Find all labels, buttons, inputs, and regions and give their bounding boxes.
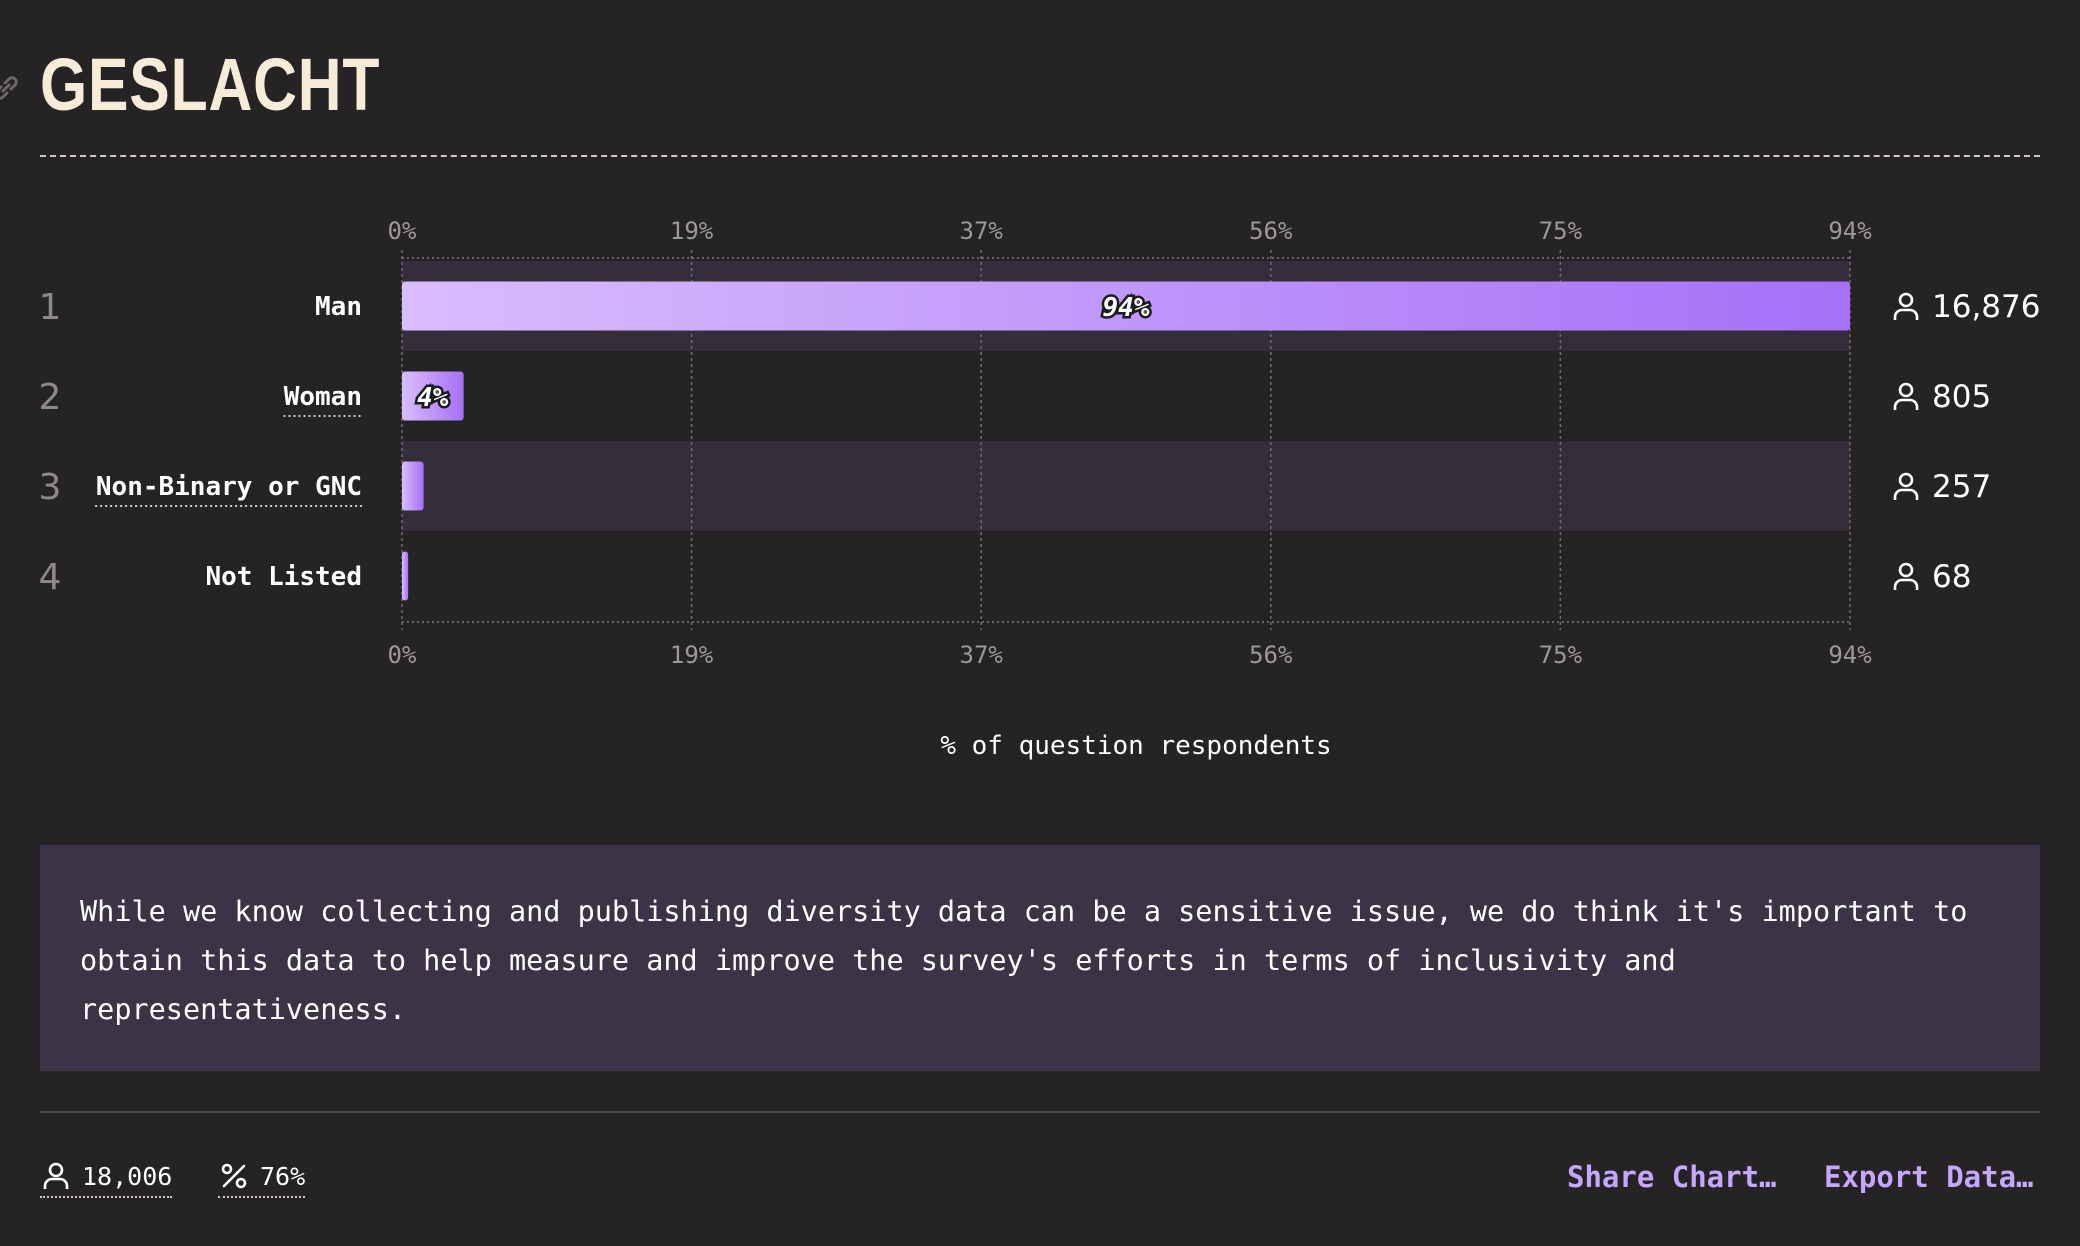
row-band <box>402 441 1850 531</box>
rank-label: 1 <box>39 287 62 328</box>
link-icon[interactable] <box>0 72 22 104</box>
count-labels: 16,876 805 257 68 <box>1895 289 2040 595</box>
footer-divider <box>40 1111 2040 1113</box>
category-label: Woman <box>284 382 362 412</box>
x-tick-label-bottom: 75% <box>1539 641 1583 669</box>
bar-value-label: 4% <box>417 383 449 413</box>
x-tick-label-bottom: 19% <box>670 641 714 669</box>
completion-stat[interactable]: 76% <box>218 1160 305 1198</box>
respondents-count: 18,006 <box>82 1162 172 1191</box>
respondents-stat[interactable]: 18,006 <box>40 1160 172 1198</box>
x-tick-label-bottom: 37% <box>960 641 1004 669</box>
x-axis-bottom: 0% 19% 37% 56% 75% 94% <box>388 641 1873 669</box>
x-tick-label-top: 56% <box>1249 217 1293 245</box>
user-icon <box>1895 294 1917 320</box>
title-divider <box>40 155 2040 157</box>
bar-value-label: 94% <box>1103 293 1150 323</box>
x-axis-title: % of question respondents <box>940 731 1331 761</box>
bar-chart: 0% 19% 37% 56% 75% 94% 0% 19% 37% 56% 75% 94% 94% 4… <box>0 200 2080 780</box>
rank-label: 4 <box>39 557 62 598</box>
user-icon-body <box>1895 580 1917 590</box>
description-note: While we know collecting and publishing … <box>40 845 2040 1071</box>
respondent-count: 257 <box>1932 469 1991 505</box>
completion-value: 76% <box>260 1162 305 1191</box>
x-tick-label-top: 75% <box>1539 217 1583 245</box>
export-data-button[interactable]: Export Data… <box>1824 1160 2034 1194</box>
user-icon <box>1895 564 1917 590</box>
bar <box>402 552 408 601</box>
respondent-count: 805 <box>1932 379 1991 415</box>
category-label: Man <box>315 292 362 322</box>
rank-label: 3 <box>39 467 62 508</box>
x-tick-label-bottom: 94% <box>1828 641 1872 669</box>
percent-icon <box>218 1160 250 1192</box>
user-icon <box>1895 474 1917 500</box>
user-icon-head <box>1900 474 1912 486</box>
bar <box>402 462 424 511</box>
share-chart-button[interactable]: Share Chart… <box>1567 1160 1777 1194</box>
x-tick-label-top: 19% <box>670 217 714 245</box>
user-icon-body <box>1895 310 1917 320</box>
user-icon <box>40 1160 72 1192</box>
user-icon-head <box>1900 564 1912 576</box>
user-icon-head <box>1900 384 1912 396</box>
category-label: Not Listed <box>205 562 362 592</box>
user-icon <box>1895 384 1917 410</box>
respondent-count: 16,876 <box>1932 289 2040 325</box>
user-icon-head <box>1900 294 1912 306</box>
category-label: Non-Binary or GNC <box>96 472 362 502</box>
x-axis-top: 0% 19% 37% 56% 75% 94% <box>388 217 1873 245</box>
x-tick-label-top: 94% <box>1828 217 1872 245</box>
page-title: GESLACHT <box>40 40 380 130</box>
rank-label: 2 <box>39 377 62 418</box>
x-tick-label-top: 0% <box>388 217 417 245</box>
x-tick-label-bottom: 56% <box>1249 641 1293 669</box>
x-tick-label-bottom: 0% <box>388 641 417 669</box>
respondent-count: 68 <box>1932 559 1971 595</box>
user-icon-body <box>1895 400 1917 410</box>
user-icon-body <box>1895 490 1917 500</box>
category-labels: 1 Man 2 Woman 3 Non-Binary or GNC 4 Not Listed <box>39 287 362 598</box>
x-tick-label-top: 37% <box>960 217 1004 245</box>
